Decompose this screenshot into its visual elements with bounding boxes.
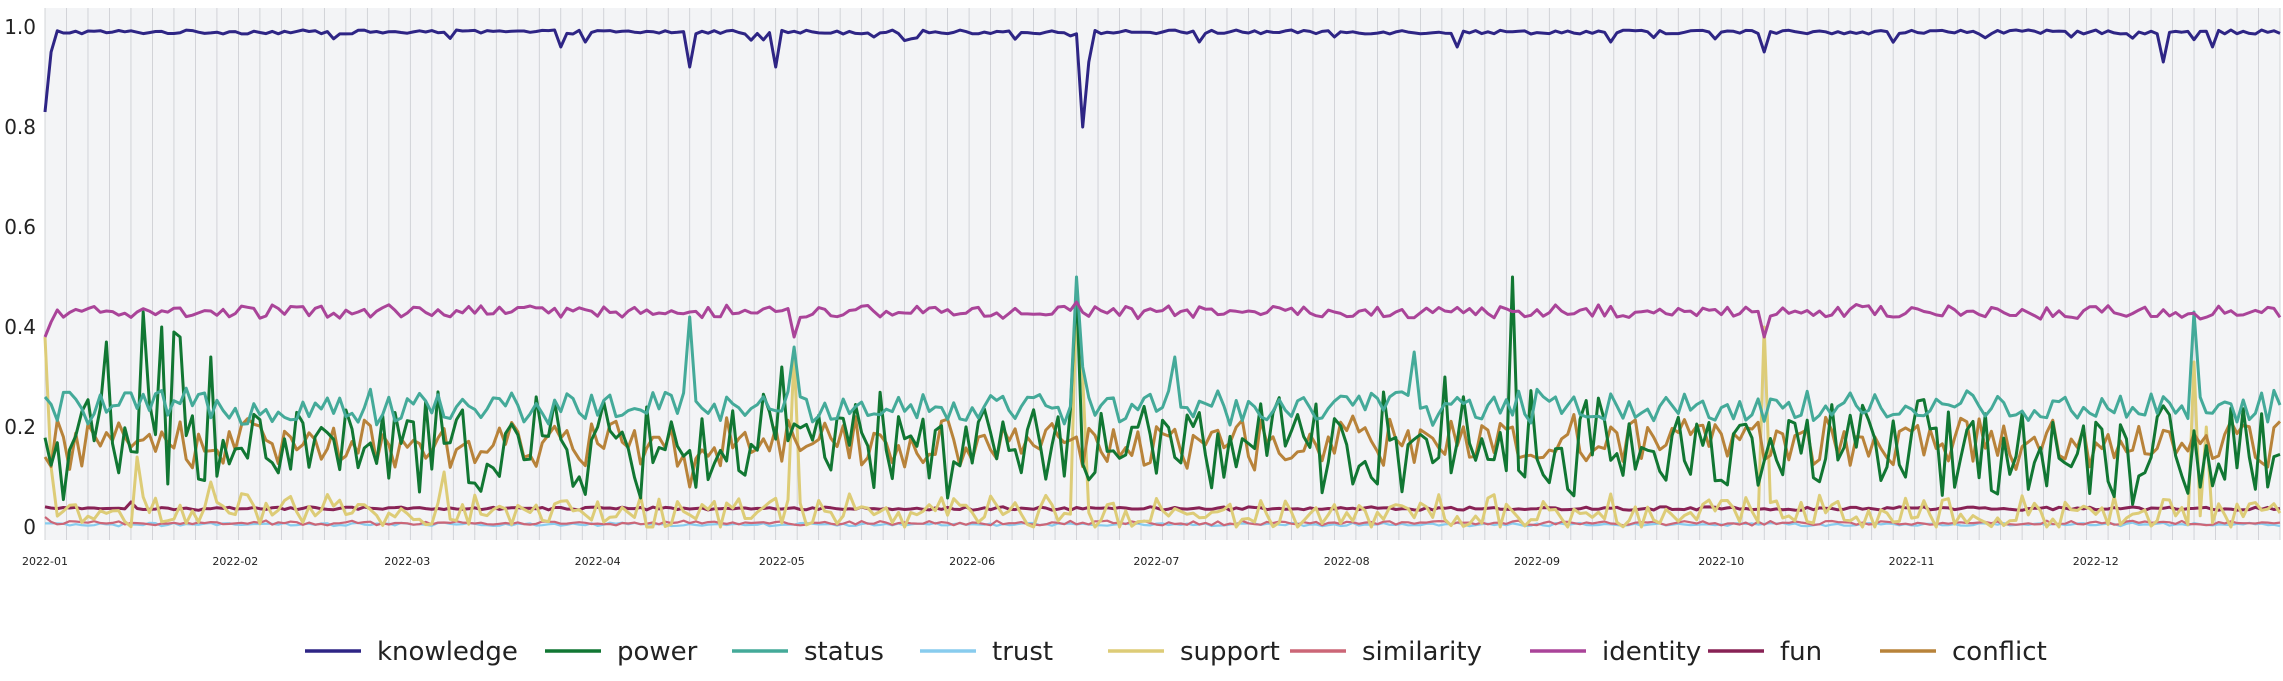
x-tick-label: 2022-03 — [384, 555, 430, 568]
y-axis: 0 0.2 0.4 0.6 0.8 1.0 — [4, 15, 36, 539]
x-tick-label: 2022-06 — [949, 555, 995, 568]
legend-label-identity: identity — [1602, 637, 1701, 667]
y-tick-label: 0 — [23, 515, 36, 539]
legend-label-support: support — [1180, 637, 1280, 667]
y-tick-label: 1.0 — [4, 15, 36, 39]
x-tick-label: 2022-12 — [2073, 555, 2119, 568]
x-tick-label: 2022-01 — [22, 555, 68, 568]
legend-label-knowledge: knowledge — [377, 637, 518, 667]
series-line-conflict — [43, 413, 2282, 489]
legend-label-power: power — [617, 637, 698, 667]
x-tick-label: 2022-11 — [1889, 555, 1935, 568]
x-tick-label: 2022-04 — [575, 555, 621, 568]
y-tick-label: 0.4 — [4, 315, 36, 339]
series-lines — [43, 28, 2282, 529]
x-tick-label: 2022-02 — [212, 555, 258, 568]
legend-label-fun: fun — [1780, 637, 1822, 667]
series-line-knowledge — [43, 28, 2281, 129]
x-tick-label: 2022-10 — [1698, 555, 1744, 568]
series-line-identity — [43, 300, 2282, 339]
series-line-status — [43, 275, 2282, 427]
x-tick-label: 2022-07 — [1133, 555, 1179, 568]
series-line-power — [43, 275, 2281, 506]
legend-label-status: status — [804, 637, 884, 667]
x-axis: 2022-01 2022-02 2022-03 2022-04 2022-05 2022-… — [22, 555, 2119, 568]
x-tick-label: 2022-08 — [1324, 555, 1370, 568]
y-tick-label: 0.6 — [4, 215, 36, 239]
legend: knowledge power status trust support similari… — [305, 637, 2047, 667]
series-line-similarity — [44, 516, 2281, 527]
y-tick-label: 0.8 — [4, 115, 36, 139]
series-line-support — [43, 295, 2282, 529]
legend-label-trust: trust — [992, 637, 1053, 667]
x-tick-label: 2022-05 — [759, 555, 805, 568]
legend-label-similarity: similarity — [1362, 637, 1482, 667]
y-tick-label: 0.2 — [4, 415, 36, 439]
x-tick-label: 2022-09 — [1514, 555, 1560, 568]
legend-label-conflict: conflict — [1952, 637, 2047, 667]
